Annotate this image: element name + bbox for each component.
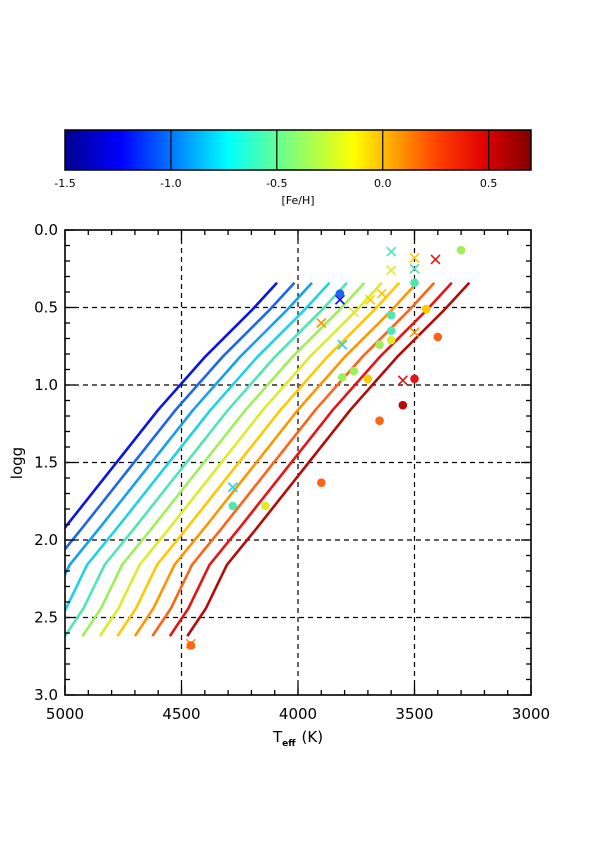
- star-dot-marker: [386, 310, 396, 320]
- star-dot-marker: [335, 289, 345, 298]
- star-cross-marker: [430, 254, 441, 265]
- y-axis-label: logg: [8, 447, 26, 479]
- x-tick-label: 4500: [162, 705, 200, 723]
- axis-ticks: [64, 229, 532, 696]
- star-dot-marker: [228, 501, 238, 511]
- star-dot-marker: [433, 332, 443, 342]
- star-cross-marker: [386, 246, 397, 257]
- colorbar-tick-label: 0.0: [374, 177, 392, 190]
- star-dot-marker: [337, 372, 347, 382]
- colorbar: -1.5 -1.0 -0.5 0.0 0.5 [Fe/H]: [54, 129, 532, 207]
- star-dot-marker: [363, 374, 373, 384]
- colorbar-tick-label: -0.5: [266, 177, 287, 190]
- isochrone-line: [81, 281, 366, 637]
- axis-tick-labels: 5000 4500 4000 3500 3000 0.0 0.5 1.0 1.5 2.0 2.5 3.…: [34, 221, 550, 723]
- isochrone-line: [98, 281, 383, 637]
- isochrone-line: [65, 281, 313, 578]
- star-cross-marker: [386, 265, 397, 276]
- y-tick-label: 1.5: [34, 454, 58, 472]
- isochrone-line: [186, 281, 471, 637]
- isochrone-line: [65, 281, 278, 530]
- x-tick-label: 3500: [395, 705, 433, 723]
- isochrone-line: [151, 281, 436, 637]
- colorbar-gradient: [64, 129, 532, 171]
- x-tick-label: 5000: [46, 705, 84, 723]
- star-dot-marker: [386, 335, 396, 345]
- star-dot-marker: [317, 478, 326, 487]
- star-dot-marker: [398, 400, 408, 410]
- x-tick-label: 3000: [512, 705, 550, 723]
- star-markers: [185, 245, 466, 650]
- y-tick-label: 2.5: [34, 609, 58, 627]
- isochrone-line: [65, 281, 348, 637]
- colorbar-tick-label: -1.0: [160, 177, 181, 190]
- plot-area: 5000 4500 4000 3500 3000 0.0 0.5 1.0 1.5 2.0 2.5 3.…: [8, 221, 550, 749]
- star-dot-marker: [349, 366, 359, 376]
- star-dot-marker: [375, 416, 384, 425]
- star-cross-marker: [316, 317, 327, 329]
- star-cross-marker: [365, 294, 376, 305]
- star-cross-marker: [409, 327, 420, 338]
- star-cross-marker: [334, 294, 346, 305]
- y-tick-label: 0.5: [34, 299, 58, 317]
- x-tick-label: 4000: [279, 705, 317, 723]
- colorbar-ticks: -1.5 -1.0 -0.5 0.0 0.5: [54, 130, 497, 190]
- y-tick-label: 1.0: [34, 376, 58, 394]
- star-dot-marker: [421, 304, 431, 314]
- isochrone-lines: [65, 281, 471, 637]
- y-tick-label: 2.0: [34, 531, 58, 549]
- star-cross-marker: [376, 288, 387, 299]
- star-dot-marker: [375, 340, 384, 350]
- star-dot-marker: [456, 245, 466, 255]
- y-tick-label: 3.0: [34, 686, 58, 704]
- star-cross-marker: [348, 307, 359, 318]
- star-dot-marker: [386, 326, 396, 336]
- star-cross-marker: [409, 252, 420, 263]
- star-cross-marker: [409, 263, 420, 274]
- star-cross-marker: [227, 482, 238, 493]
- y-tick-label: 0.0: [34, 221, 58, 239]
- isochrone-line: [168, 281, 453, 637]
- isochrone-line: [133, 281, 418, 637]
- x-axis-label: Teff (K): [272, 728, 323, 749]
- isochrone-line: [65, 281, 331, 613]
- colorbar-tick-label: 0.5: [480, 177, 498, 190]
- isochrone-line: [65, 281, 296, 552]
- colorbar-tick-label: -1.5: [54, 177, 75, 190]
- star-dot-marker: [186, 641, 196, 650]
- star-dot-marker: [261, 501, 270, 511]
- colorbar-label: [Fe/H]: [281, 194, 314, 207]
- star-cross-marker: [337, 339, 348, 350]
- star-dot-marker: [410, 374, 419, 384]
- isochrone-line: [116, 281, 401, 637]
- star-dot-marker: [410, 278, 419, 288]
- star-cross-marker: [397, 375, 408, 386]
